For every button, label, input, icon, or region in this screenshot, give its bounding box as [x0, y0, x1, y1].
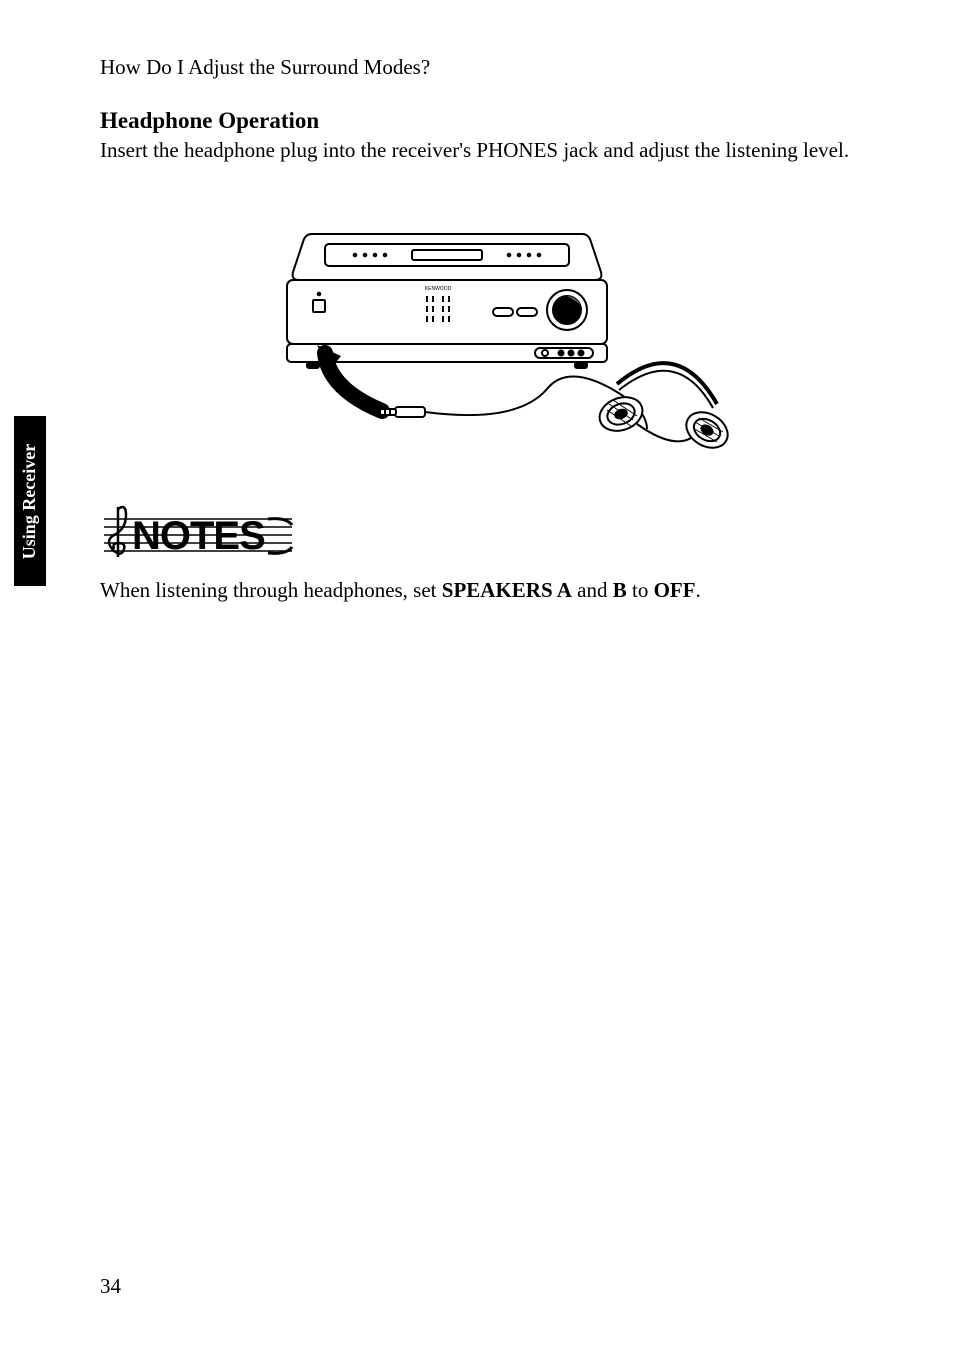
- page-content: How Do I Adjust the Surround Modes? Head…: [0, 0, 954, 643]
- section-title: Headphone Operation: [100, 108, 854, 134]
- svg-text:NOTES: NOTES: [132, 514, 265, 558]
- svg-text:KENWOOD: KENWOOD: [425, 286, 452, 292]
- page-number: 34: [100, 1274, 121, 1299]
- side-tab-label: Using Receiver: [20, 443, 41, 558]
- note-bold-off: OFF: [654, 578, 696, 602]
- note-text-prefix: When listening through headphones, set: [100, 578, 442, 602]
- note-line: When listening through headphones, set S…: [100, 578, 854, 603]
- note-text-mid1: and: [572, 578, 613, 602]
- note-bold-speakers-a: SPEAKERS A: [442, 578, 572, 602]
- notes-icon: NOTES: [96, 499, 854, 568]
- receiver-with-headphones-illustration: KENWOOD: [217, 214, 737, 474]
- side-tab: Using Receiver: [14, 416, 46, 586]
- running-header: How Do I Adjust the Surround Modes?: [100, 55, 854, 80]
- note-bold-b: B: [613, 578, 627, 602]
- receiver-figure: KENWOOD: [100, 214, 854, 479]
- body-paragraph: Insert the headphone plug into the recei…: [100, 136, 854, 164]
- note-text-suffix: .: [696, 578, 701, 602]
- note-text-mid2: to: [627, 578, 654, 602]
